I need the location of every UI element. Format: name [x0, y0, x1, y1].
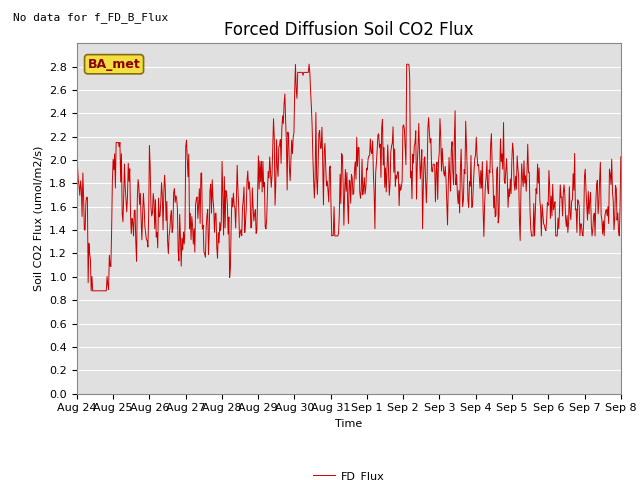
FD_Flux: [140, 191, 147, 196]
FD_Flux: [305, 61, 313, 67]
Title: Forced Diffusion Soil CO2 Flux: Forced Diffusion Soil CO2 Flux: [224, 21, 474, 39]
X-axis label: Time: Time: [335, 419, 362, 429]
FD_Flux: [433, 168, 440, 174]
Text: BA_met: BA_met: [88, 58, 140, 71]
FD_Flux: [223, 201, 231, 207]
FD_Flux: [617, 154, 625, 160]
FD_Flux: [417, 176, 424, 181]
FD_Flux: [87, 288, 95, 294]
FD_Flux: [73, 151, 81, 157]
Line: FD_Flux: FD_Flux: [77, 64, 621, 291]
Y-axis label: Soil CO2 Flux (umol/m2/s): Soil CO2 Flux (umol/m2/s): [34, 146, 44, 291]
Text: No data for f_FD_B_Flux: No data for f_FD_B_Flux: [13, 12, 168, 23]
FD_Flux: [83, 194, 90, 200]
FD_Flux: [195, 202, 202, 207]
Legend: FD_Flux: FD_Flux: [308, 467, 389, 480]
